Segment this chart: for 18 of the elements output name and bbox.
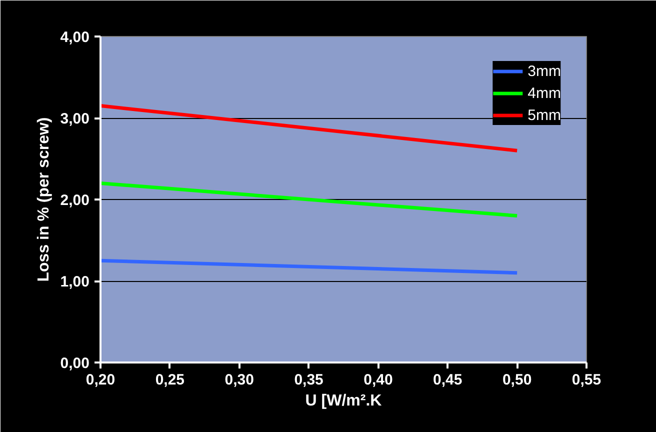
x-tick-label: 0,45	[433, 372, 462, 388]
legend-label: 4mm	[528, 84, 561, 102]
x-tick-label: 0,50	[502, 372, 532, 388]
x-tick-label: 0,40	[364, 372, 393, 388]
x-tick-label: 0,35	[294, 372, 324, 388]
x-axis-title: U [W/m².K	[305, 392, 382, 410]
legend-label: 5mm	[528, 106, 561, 124]
x-tick-label: 0,30	[224, 372, 254, 388]
y-tick-label: 1,00	[60, 274, 90, 290]
y-tick-label: 3,00	[60, 110, 90, 128]
y-tick-label: 0,00	[60, 355, 90, 372]
y-axis-title: Loss in % (per screw)	[35, 117, 52, 282]
y-tick-label: 2,00	[60, 192, 90, 209]
y-tick-label: 4,00	[60, 29, 90, 46]
x-tick-label: 0,55	[572, 372, 602, 388]
x-tick-label: 0,20	[86, 372, 116, 388]
x-tick-label: 0,25	[155, 372, 185, 388]
legend-label: 3mm	[528, 62, 561, 80]
